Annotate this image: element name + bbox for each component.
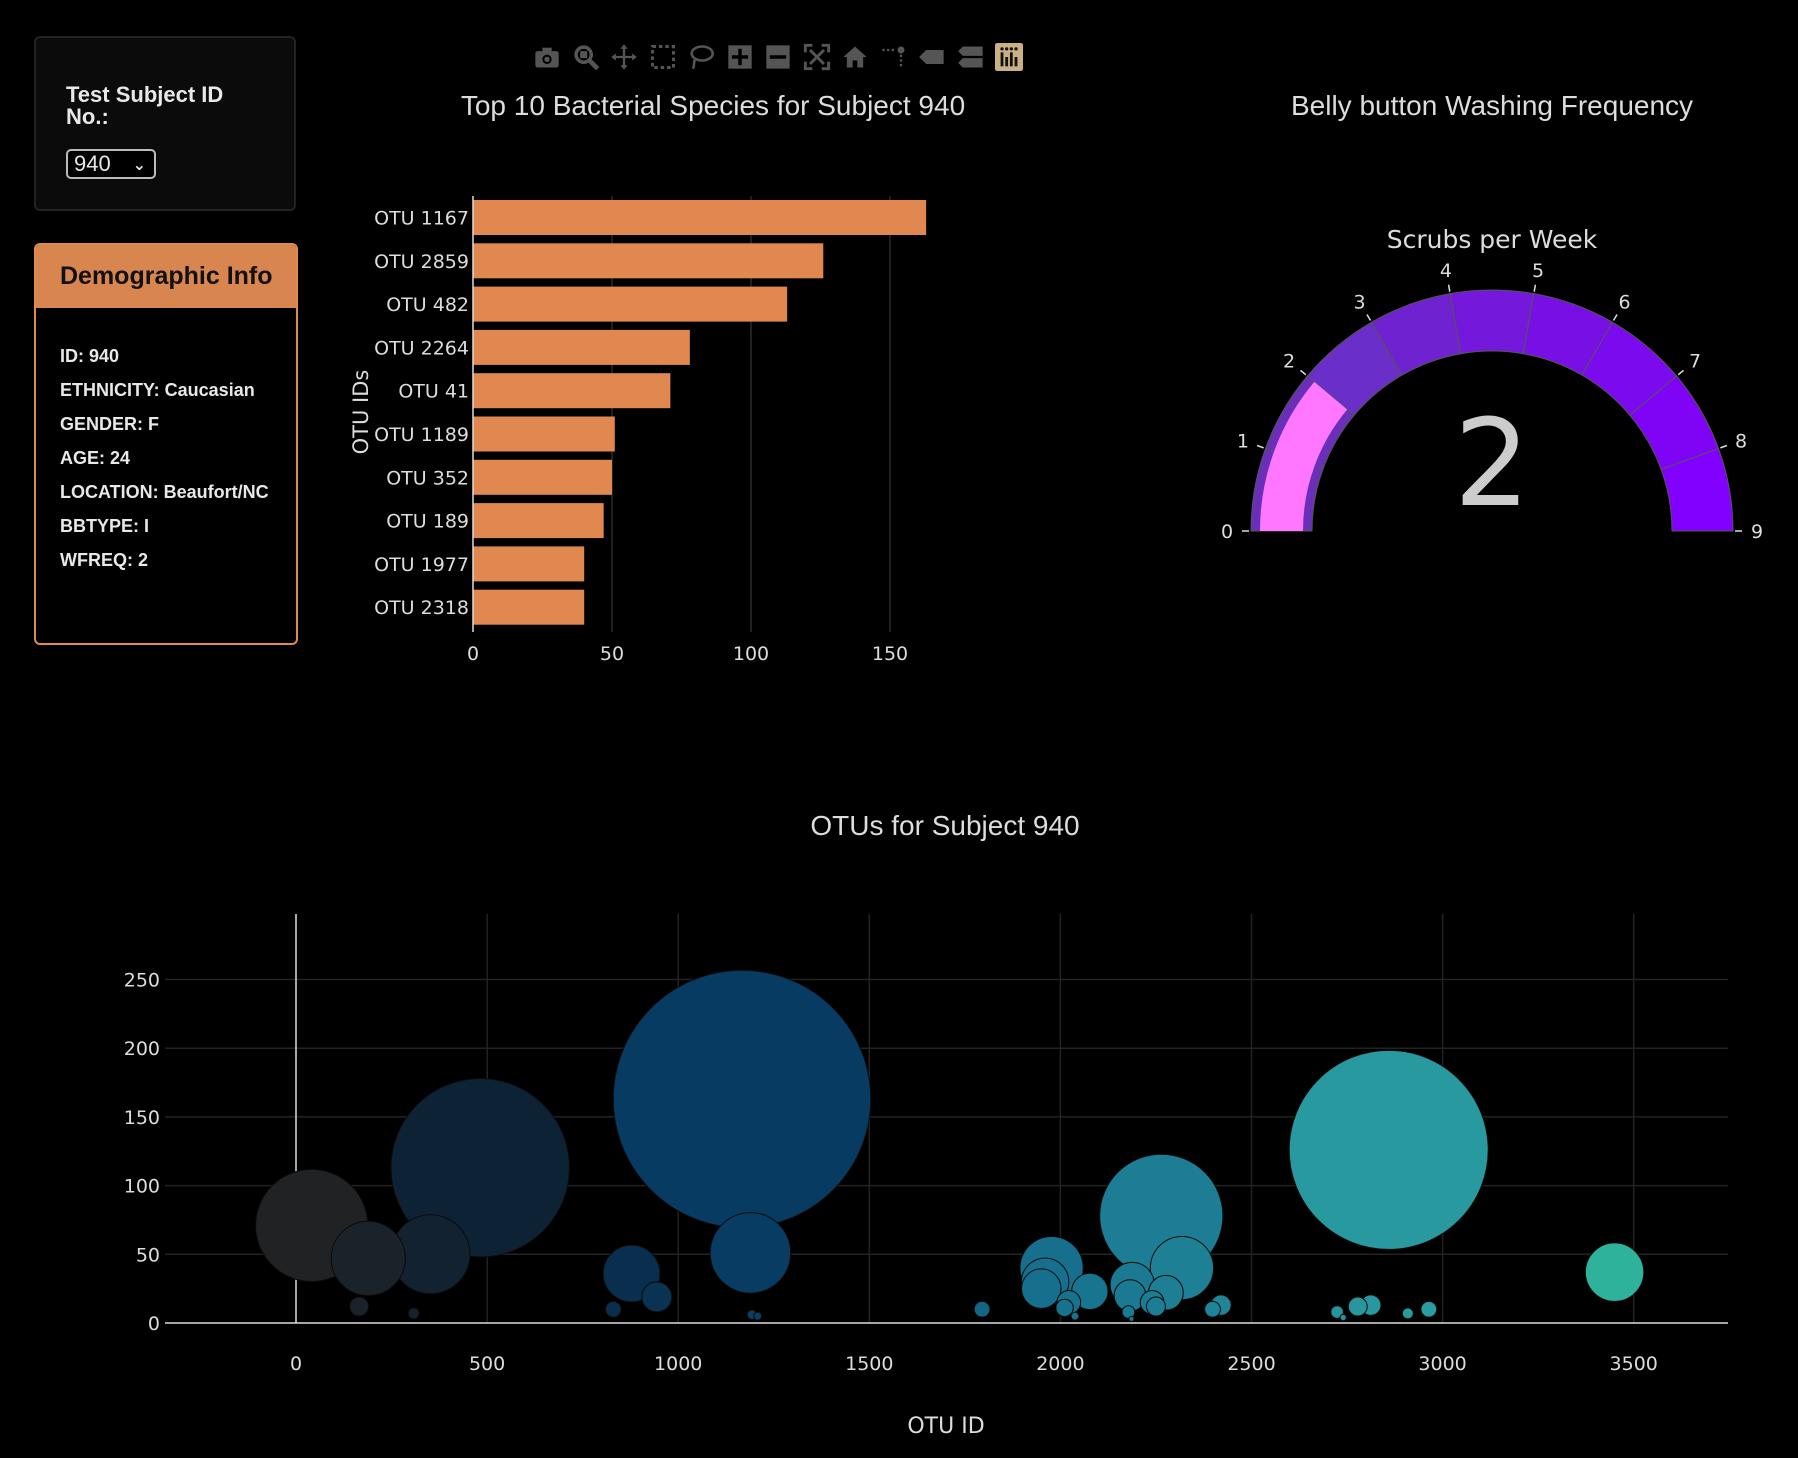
bar-otu-1977: [473, 546, 584, 581]
bar-y-tick-label: OTU 2264: [374, 337, 469, 359]
bar-otu-2318: [473, 590, 584, 625]
gauge-tick-label: 5: [1532, 260, 1544, 282]
bubble-otu-2778: [1348, 1297, 1367, 1316]
bubble-otu-2859: [1289, 1050, 1488, 1249]
bar-otu-352: [473, 460, 612, 495]
bubble-x-tick-label: 3000: [1418, 1353, 1466, 1375]
bar-otu-1167: [473, 200, 926, 235]
bubble-x-tick-label: 1000: [654, 1353, 702, 1375]
bar-y-tick-label: OTU 189: [386, 511, 469, 533]
gauge-tick-label: 8: [1735, 430, 1747, 452]
bar-y-tick-label: OTU 1977: [374, 554, 469, 576]
bar-otu-2859: [473, 243, 823, 278]
bubble-otu-2250: [1146, 1297, 1165, 1316]
bar-otu-482: [473, 287, 787, 322]
bar-y-tick-label: OTU 482: [386, 294, 469, 316]
bubble-otu-308: [408, 1308, 419, 1319]
gauge-tick-label: 0: [1221, 521, 1233, 543]
bubble-otu-2186: [1129, 1316, 1134, 1321]
bubble-otu-2909: [1402, 1308, 1413, 1319]
gauge-tick-label: 9: [1751, 521, 1763, 543]
bar-otu-2264: [473, 330, 690, 365]
bar-otu-1189: [473, 417, 615, 452]
bubble-x-tick-label: 2000: [1036, 1353, 1084, 1375]
bar-x-tick-label: 100: [733, 643, 769, 665]
bar-chart: 0 50 100 150 OTU 1167 OTU 2859 OTU 482 OTU 2264…: [0, 0, 1000, 680]
bar-y-tick-label: OTU 352: [386, 467, 469, 489]
gauge-tick-label: 1: [1237, 430, 1249, 452]
bubble-otu-1208: [754, 1312, 762, 1320]
gauge-tick: [1678, 370, 1683, 374]
gauge-tick-label: 7: [1689, 351, 1701, 373]
bar-otu-41: [473, 373, 670, 408]
gauge-tick-label: 2: [1283, 351, 1295, 373]
bubble-x-tick-label: 2500: [1227, 1353, 1275, 1375]
gauge-tick-label: 4: [1440, 260, 1452, 282]
bubble-otu-2011: [1056, 1299, 1073, 1316]
gauge-chart-title: Belly button Washing Frequency: [1232, 90, 1752, 122]
gauge-tick: [1449, 285, 1450, 292]
gauge-tick: [1720, 445, 1727, 447]
bar-y-tick-label: OTU 2859: [374, 251, 469, 273]
gauge-tick-label: 6: [1618, 292, 1630, 314]
bubble-otu-1189: [710, 1213, 791, 1294]
bar-y-tick-label: OTU 2318: [374, 597, 469, 619]
bar-x-tick-label: 150: [872, 643, 908, 665]
bar-x-tick-label: 50: [600, 643, 624, 665]
gauge-tick: [1257, 445, 1264, 447]
bubble-x-tick-label: 1500: [845, 1353, 893, 1375]
bubble-otu-1167: [613, 970, 871, 1228]
bubble-otu-830: [605, 1301, 621, 1317]
bar-y-tick-label: OTU 1189: [374, 424, 469, 446]
gauge-step-4: [1450, 290, 1534, 354]
gauge-tick: [1534, 285, 1535, 292]
gauge-tick: [1367, 314, 1371, 320]
bubble-otu-165: [350, 1297, 369, 1316]
bubble-otu-2740: [1340, 1314, 1346, 1320]
bubble-otu-2398: [1205, 1301, 1221, 1317]
bubble-y-tick-label: 250: [124, 970, 160, 992]
bar-y-tick-label: OTU 1167: [374, 208, 469, 230]
bar-otu-189: [473, 503, 604, 538]
bubble-y-tick-label: 0: [148, 1313, 160, 1335]
bubble-otu-2038: [1071, 1312, 1079, 1320]
bubble-otu-2964: [1421, 1301, 1437, 1317]
bubble-y-tick-label: 150: [124, 1107, 160, 1129]
gauge-value-bar: [1260, 382, 1347, 531]
gauge-tick-label: 3: [1353, 292, 1365, 314]
bar-y-axis-title: OTU IDs: [349, 370, 373, 455]
bubble-y-tick-label: 100: [124, 1176, 160, 1198]
bubble-y-tick-label: 200: [124, 1038, 160, 1060]
gauge-value: 2: [1454, 395, 1530, 534]
bubble-otu-944: [642, 1282, 672, 1312]
bubble-x-tick-label: 0: [290, 1353, 302, 1375]
gauge-subtitle: Scrubs per Week: [1387, 225, 1598, 254]
bar-y-tick-label: OTU 41: [398, 381, 469, 403]
bubble-x-tick-label: 3500: [1610, 1353, 1658, 1375]
gauge-tick: [1614, 314, 1618, 320]
bubble-otu-3450: [1585, 1243, 1643, 1301]
bubble-x-tick-label: 500: [469, 1353, 505, 1375]
gauge-tick: [1300, 370, 1305, 374]
gauge-chart: Scrubs per Week 0 1 2 3 4 5 6 7 8 9 2: [1200, 200, 1780, 560]
bubble-otu-189: [331, 1221, 405, 1295]
bar-x-tick-label: 0: [467, 643, 479, 665]
bubble-chart-title: OTUs for Subject 940: [700, 810, 1190, 842]
bubble-y-tick-label: 50: [136, 1244, 160, 1266]
bubble-otu-1795: [974, 1301, 990, 1317]
bubble-otu-1950: [1022, 1269, 1062, 1309]
bubble-x-axis-title: OTU ID: [907, 1414, 984, 1439]
